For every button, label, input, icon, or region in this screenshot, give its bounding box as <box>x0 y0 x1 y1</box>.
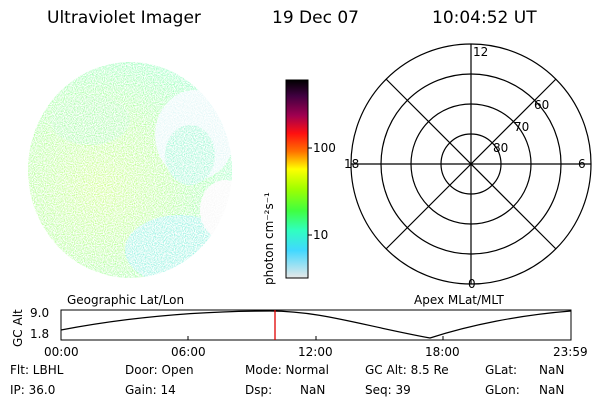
x-tick-2359: 23:59 <box>553 345 588 359</box>
dsp-value: NaN <box>300 383 326 397</box>
colorbar-unit-label: photon cm⁻²s⁻¹ <box>262 192 276 285</box>
gain-status: Gain: 14 <box>125 383 176 397</box>
dsp-label: Dsp: <box>245 383 273 397</box>
geographic-label: Geographic Lat/Lon <box>67 293 185 307</box>
lat-label-70: 70 <box>514 120 529 134</box>
glat-value: NaN <box>539 363 565 377</box>
colorbar-tick-100: 100 <box>313 141 336 155</box>
polar-plot: 12 18 6 0 60 70 80 <box>344 43 592 291</box>
glon-label: GLon: <box>485 383 520 397</box>
image-time: 10:04:52 UT <box>432 8 537 28</box>
mlt-label-18: 18 <box>344 157 359 171</box>
lat-label-80: 80 <box>493 141 508 155</box>
mlt-label-12: 12 <box>473 45 488 59</box>
ip-status: IP: 36.0 <box>10 383 56 397</box>
lat-label-60: 60 <box>534 98 549 112</box>
colorbar-tick-10: 10 <box>313 228 329 242</box>
x-tick-1800: 18:00 <box>425 345 460 359</box>
gc-alt-status: GC Alt: 8.5 Re <box>365 363 449 377</box>
image-date: 19 Dec 07 <box>272 8 359 28</box>
door-status: Door: Open <box>125 363 194 377</box>
auroral-image <box>28 62 245 278</box>
mode-status: Mode: Normal <box>245 363 329 377</box>
altitude-curve <box>60 310 572 339</box>
apex-label: Apex MLat/MLT <box>414 293 504 307</box>
instrument-title: Ultraviolet Imager <box>47 8 201 28</box>
mlt-label-6: 6 <box>578 157 586 171</box>
x-tick-1200: 12:00 <box>298 345 333 359</box>
x-tick-0600: 06:00 <box>171 345 206 359</box>
y-tick-1-8: 1.8 <box>30 327 50 341</box>
colorbar: photon cm⁻²s⁻¹ <box>262 79 312 285</box>
y-tick-9: 9.0 <box>30 306 50 320</box>
orbit-altitude-panel: GC Alt <box>11 309 572 347</box>
gc-alt-axis-label: GC Alt <box>11 309 25 347</box>
glon-value: NaN <box>539 383 565 397</box>
mlt-label-0: 0 <box>468 277 476 291</box>
seq-status: Seq: 39 <box>365 383 411 397</box>
glat-label: GLat: <box>485 363 518 377</box>
filter-status: Flt: LBHL <box>10 363 64 377</box>
x-tick-0000: 00:00 <box>44 345 79 359</box>
